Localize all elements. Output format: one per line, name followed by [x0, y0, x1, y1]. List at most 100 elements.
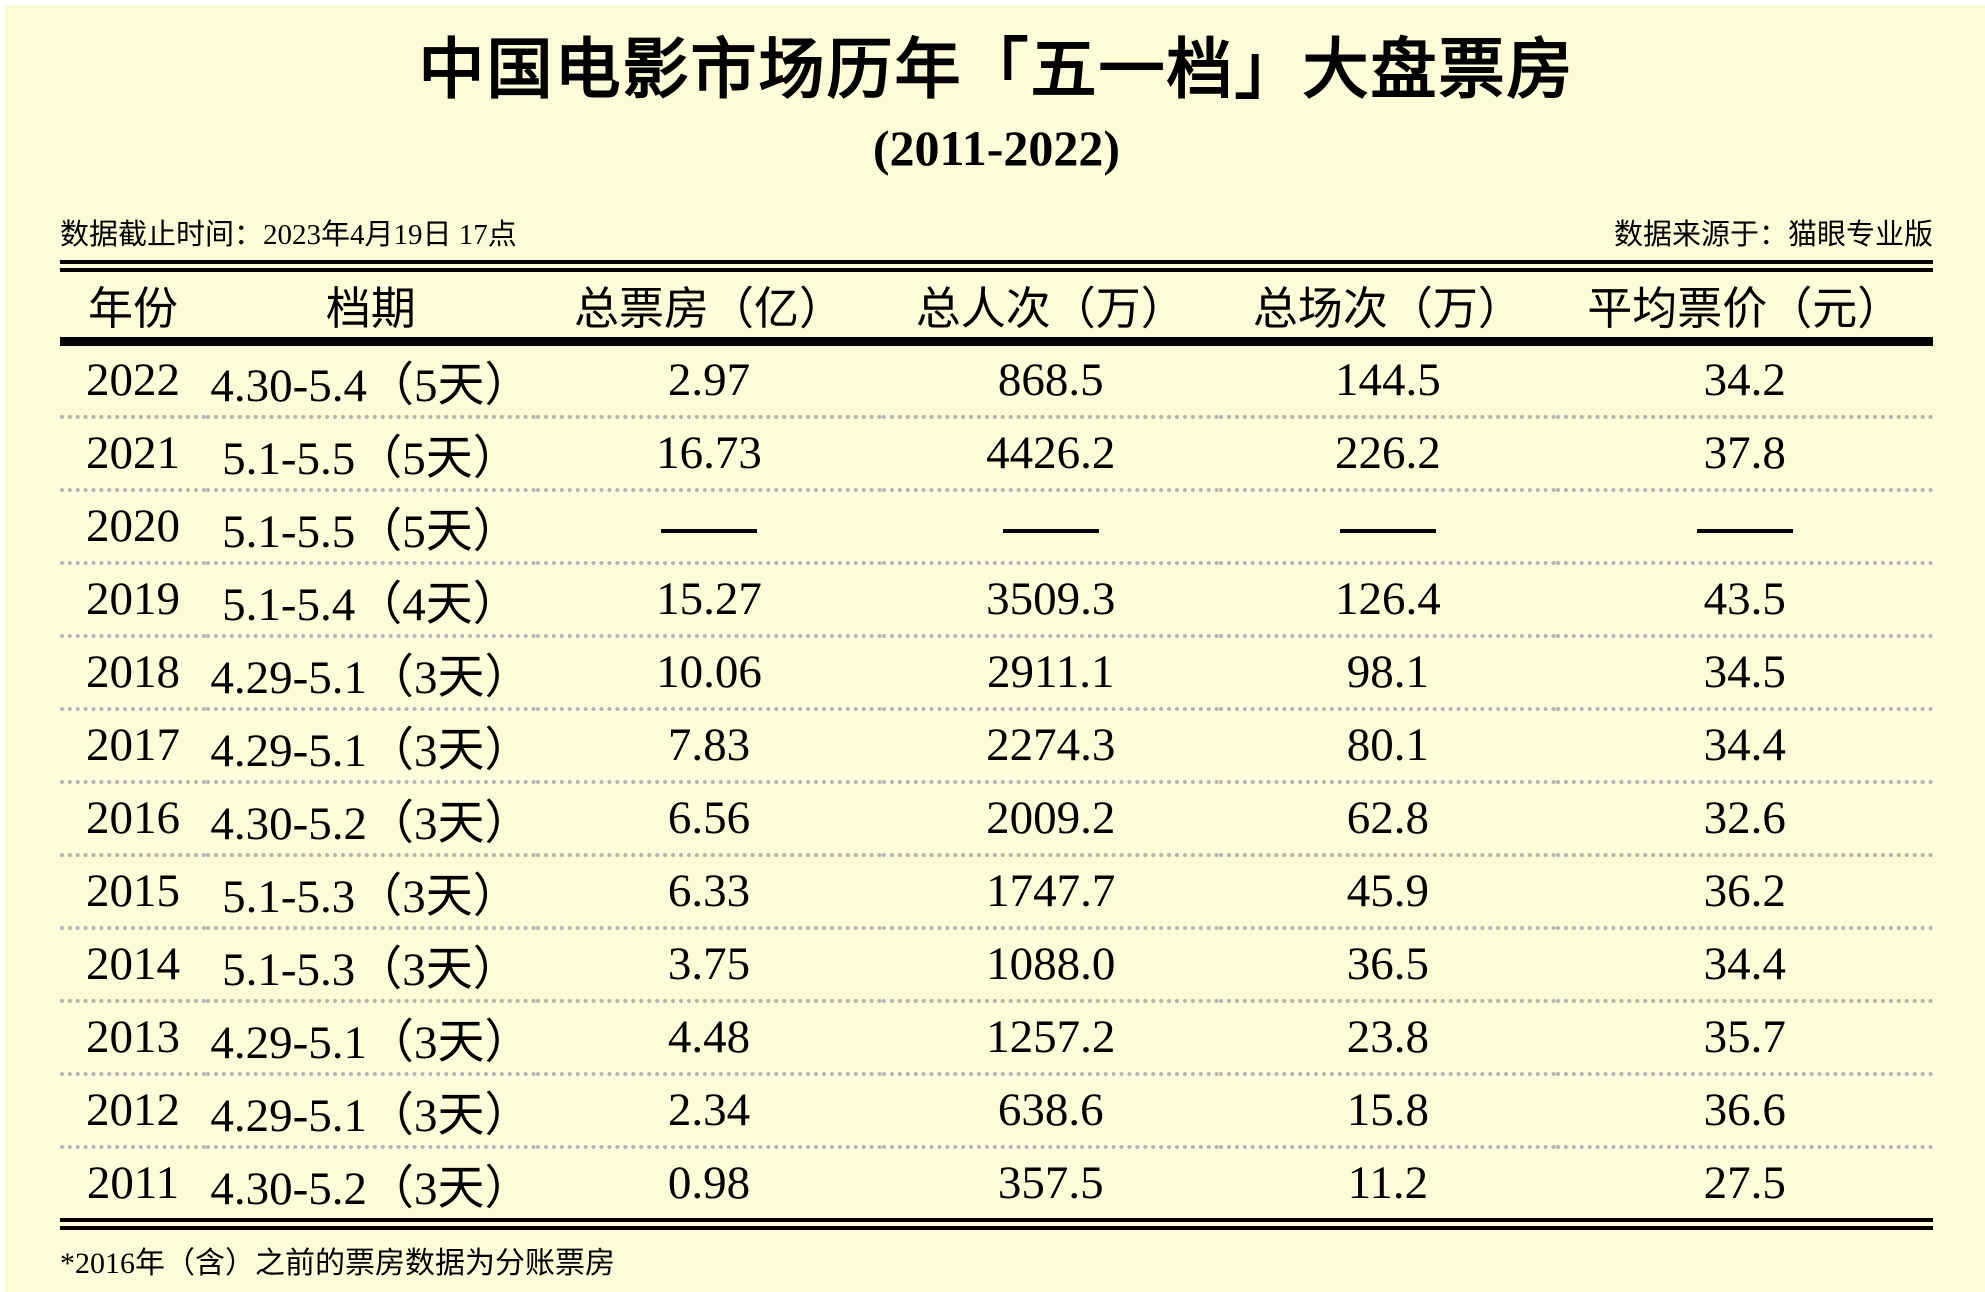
- bottom-double-rule: [60, 1217, 1933, 1230]
- cell-admissions: 1747.7: [882, 852, 1220, 928]
- cell-period: 4.30-5.2（3天）: [206, 1144, 536, 1218]
- table-header-row: 年份 档期 总票房（亿） 总人次（万） 总场次（万） 平均票价（元）: [60, 271, 1933, 346]
- cell-year: 2017: [60, 706, 207, 782]
- meta-row: 数据截止时间：2023年4月19日 17点 数据来源于：猫眼专业版: [60, 218, 1933, 260]
- cell-screenings: 62.8: [1219, 779, 1557, 855]
- table-row: 2020 5.1-5.5（5天）: [60, 487, 1933, 563]
- cell-period: 4.29-5.1（3天）: [206, 998, 536, 1074]
- col-header-period: 档期: [206, 271, 536, 346]
- cell-avg-price: 36.6: [1556, 1071, 1933, 1147]
- cell-avg-price: 36.2: [1556, 852, 1933, 928]
- cell-admissions: 357.5: [882, 1144, 1220, 1218]
- cell-gross: 7.83: [535, 706, 883, 782]
- cell-avg-price: 34.5: [1556, 633, 1933, 709]
- cell-year: 2019: [60, 560, 207, 636]
- cell-screenings: 226.2: [1219, 414, 1557, 490]
- cell-gross: 0.98: [535, 1144, 883, 1218]
- cell-period: 5.1-5.3（3天）: [206, 925, 536, 1001]
- cell-avg-price: [1556, 487, 1933, 563]
- table-row: 2019 5.1-5.4（4天） 15.27 3509.3 126.4 43.5: [60, 560, 1933, 636]
- cell-screenings: 98.1: [1219, 633, 1557, 709]
- table-row: 2016 4.30-5.2（3天） 6.56 2009.2 62.8 32.6: [60, 779, 1933, 855]
- cell-period: 5.1-5.3（3天）: [206, 852, 536, 928]
- col-header-admissions: 总人次（万）: [882, 271, 1220, 346]
- table-row: 2011 4.30-5.2（3天） 0.98 357.5 11.2 27.5: [60, 1144, 1933, 1218]
- cell-admissions: 1257.2: [882, 998, 1220, 1074]
- cell-avg-price: 34.4: [1556, 925, 1933, 1001]
- table-row: 2018 4.29-5.1（3天） 10.06 2911.1 98.1 34.5: [60, 633, 1933, 709]
- cell-gross: [535, 487, 883, 563]
- cell-gross: 4.48: [535, 998, 883, 1074]
- cell-gross: 10.06: [535, 633, 883, 709]
- missing-value-dash: [1696, 528, 1793, 533]
- cell-screenings: 45.9: [1219, 852, 1557, 928]
- table-row: 2017 4.29-5.1（3天） 7.83 2274.3 80.1 34.4: [60, 706, 1933, 782]
- table-row: 2021 5.1-5.5（5天） 16.73 4426.2 226.2 37.8: [60, 414, 1933, 490]
- poster-background: 中国电影市场历年「五一档」大盘票房 (2011-2022) 数据截止时间：202…: [5, 5, 1985, 1292]
- cell-year: 2018: [60, 633, 207, 709]
- cell-avg-price: 34.4: [1556, 706, 1933, 782]
- cell-year: 2014: [60, 925, 207, 1001]
- cell-screenings: 23.8: [1219, 998, 1557, 1074]
- table-header: 年份 档期 总票房（亿） 总人次（万） 总场次（万） 平均票价（元）: [60, 271, 1933, 346]
- cell-screenings: 144.5: [1335, 354, 1441, 407]
- missing-value-dash: [1002, 528, 1099, 533]
- missing-value-dash: [660, 528, 757, 533]
- cell-admissions: 1088.0: [882, 925, 1220, 1001]
- cell-period: 5.1-5.5（5天）: [206, 414, 536, 490]
- missing-value-dash: [1339, 528, 1436, 533]
- cell-gross: 6.56: [535, 779, 883, 855]
- table-row: 2012 4.29-5.1（3天） 2.34 638.6 15.8 36.6: [60, 1071, 1933, 1147]
- cell-screenings: 11.2: [1219, 1144, 1557, 1218]
- cell-admissions: 2274.3: [882, 706, 1220, 782]
- page-subtitle: (2011-2022): [872, 119, 1121, 176]
- cell-avg-price: 37.8: [1556, 414, 1933, 490]
- cell-period: 5.1-5.4（4天）: [206, 560, 536, 636]
- cell-period: 4.30-5.4（5天）: [210, 359, 532, 412]
- cell-year: 2012: [60, 1071, 207, 1147]
- cell-avg-price: 43.5: [1556, 560, 1933, 636]
- cell-period: 4.29-5.1（3天）: [206, 633, 536, 709]
- data-cutoff-label: 数据截止时间：2023年4月19日 17点: [60, 218, 517, 251]
- boxoffice-table: 年份 档期 总票房（亿） 总人次（万） 总场次（万） 平均票价（元） 2022 4…: [60, 271, 1933, 1218]
- cell-period: 4.29-5.1（3天）: [206, 1071, 536, 1147]
- col-header-year: 年份: [60, 271, 207, 346]
- cell-gross: 16.73: [535, 414, 883, 490]
- cell-year: 2020: [60, 487, 207, 563]
- poster-content: 中国电影市场历年「五一档」大盘票房 (2011-2022) 数据截止时间：202…: [5, 5, 1985, 1282]
- data-source-label: 数据来源于：猫眼专业版: [1613, 218, 1933, 251]
- cell-avg-price: 34.2: [1703, 354, 1786, 407]
- cell-screenings: 126.4: [1219, 560, 1557, 636]
- cell-admissions: 868.5: [997, 354, 1104, 407]
- cell-screenings: [1219, 487, 1557, 563]
- cell-admissions: 2911.1: [882, 633, 1220, 709]
- cell-screenings: 36.5: [1219, 925, 1557, 1001]
- cell-year: 2015: [60, 852, 207, 928]
- cell-year: 2022: [86, 354, 181, 407]
- table-row: 2014 5.1-5.3（3天） 3.75 1088.0 36.5 34.4: [60, 925, 1933, 1001]
- cell-year: 2013: [60, 998, 207, 1074]
- page-title: 中国电影市场历年「五一档」大盘票房: [418, 34, 1575, 107]
- cell-year: 2016: [60, 779, 207, 855]
- cell-screenings: 80.1: [1219, 706, 1557, 782]
- cell-gross: 15.27: [535, 560, 883, 636]
- cell-period: 4.29-5.1（3天）: [206, 706, 536, 782]
- table-body: 2022 4.30-5.4（5天） 2.97 868.5 144.5 34.2 2021 5.…: [60, 341, 1933, 1218]
- cell-screenings: 15.8: [1219, 1071, 1557, 1147]
- cell-admissions: 2009.2: [882, 779, 1220, 855]
- cell-gross: 2.34: [535, 1071, 883, 1147]
- cell-admissions: [882, 487, 1220, 563]
- cell-admissions: 4426.2: [882, 414, 1220, 490]
- cell-avg-price: 32.6: [1556, 779, 1933, 855]
- cell-gross: 6.33: [535, 852, 883, 928]
- cell-admissions: 638.6: [882, 1071, 1220, 1147]
- footnote: *2016年（含）之前的票房数据为分账票房: [60, 1246, 615, 1280]
- table-row: 2022 4.30-5.4（5天） 2.97 868.5 144.5 34.2: [60, 341, 1933, 417]
- top-double-rule: [60, 259, 1933, 272]
- cell-year: 2021: [60, 414, 207, 490]
- cell-avg-price: 27.5: [1556, 1144, 1933, 1218]
- col-header-gross: 总票房（亿）: [535, 271, 883, 346]
- cell-gross: 3.75: [535, 925, 883, 1001]
- cell-admissions: 3509.3: [882, 560, 1220, 636]
- table-row: 2015 5.1-5.3（3天） 6.33 1747.7 45.9 36.2: [60, 852, 1933, 928]
